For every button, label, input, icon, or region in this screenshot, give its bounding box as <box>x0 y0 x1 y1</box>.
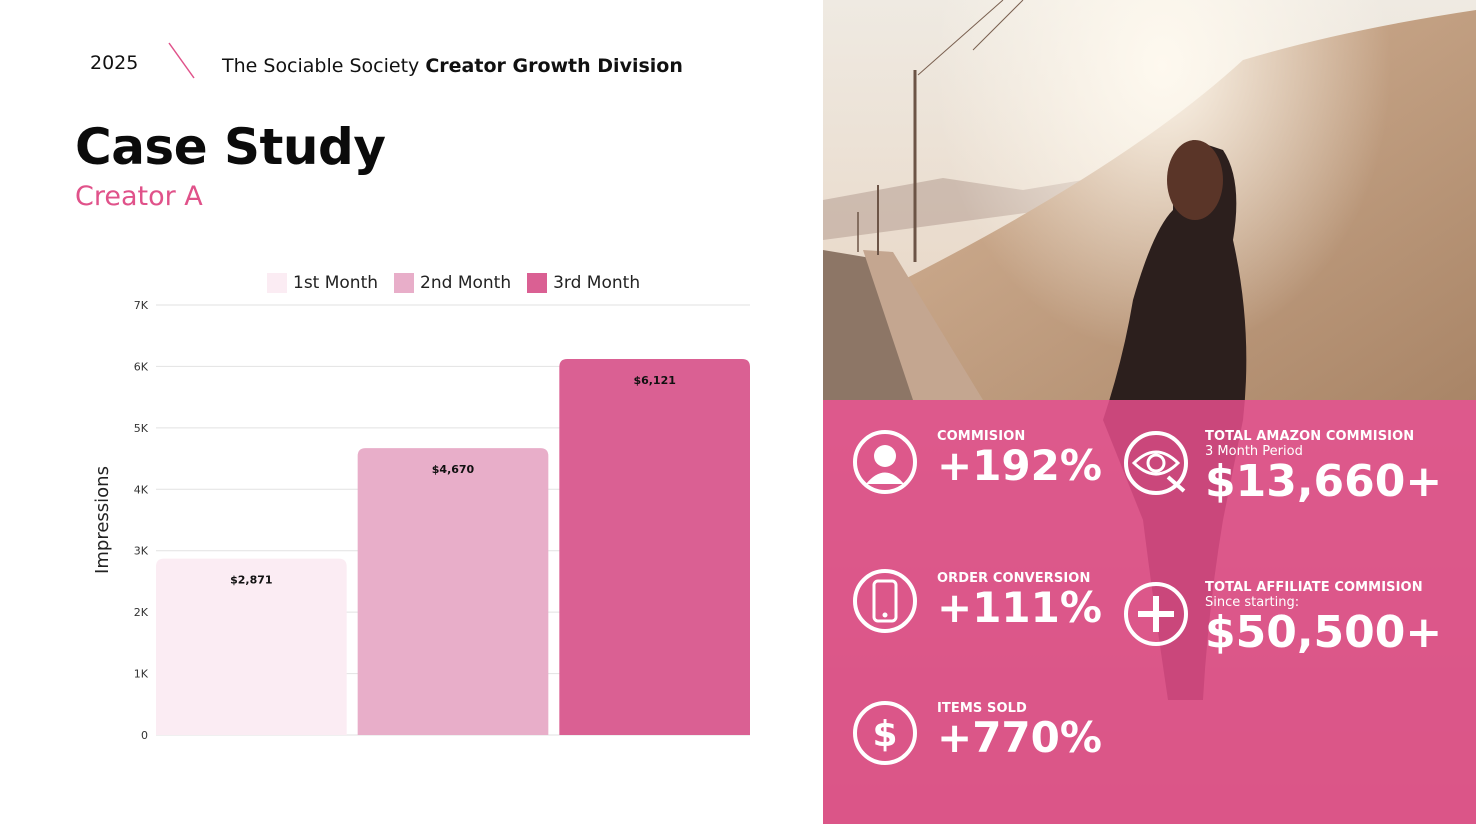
stat-total-amazon-sub: 3 Month Period <box>1205 444 1303 459</box>
bar-value-label: $2,871 <box>230 574 272 587</box>
stat-items-sold: ITEMS SOLD +770% <box>937 701 1102 760</box>
y-tick-label: 5K <box>134 422 149 435</box>
year: 2025 <box>90 52 139 74</box>
stat-order-conversion-value: +111% <box>937 583 1102 632</box>
desert-photo <box>823 0 1476 824</box>
stat-order-conversion-label: ORDER CONVERSION <box>937 571 1091 586</box>
legend-label-month3: 3rd Month <box>553 273 641 293</box>
legend-item-month2: 2nd Month <box>394 273 511 293</box>
legend-swatch-month2 <box>394 273 415 293</box>
y-tick-label: 2K <box>134 606 149 619</box>
bar <box>357 448 549 735</box>
bar <box>559 358 750 735</box>
brand-line: The Sociable Society Creator Growth Divi… <box>222 55 683 77</box>
bar-value-label: $6,121 <box>633 374 675 387</box>
plus-icon <box>1124 582 1188 646</box>
eye-icon <box>1124 431 1188 495</box>
y-tick-label: 3K <box>134 545 149 558</box>
y-tick-label: 6K <box>134 360 149 373</box>
page-subtitle: Creator A <box>75 181 203 212</box>
divider-slash <box>168 42 195 79</box>
legend-swatch-month3 <box>527 273 548 293</box>
stat-total-amazon: TOTAL AMAZON COMMISION 3 Month Period $1… <box>1205 429 1442 505</box>
y-tick-label: 1K <box>134 668 149 681</box>
stat-total-amazon-value: $13,660+ <box>1205 456 1443 507</box>
legend-swatch-month1 <box>267 273 287 293</box>
phone-icon <box>853 569 917 633</box>
stat-commission-value: +192% <box>937 441 1102 490</box>
page-title: Case Study <box>75 118 386 176</box>
legend-label-month2: 2nd Month <box>420 273 512 293</box>
stat-total-affiliate-label: TOTAL AFFILIATE COMMISION <box>1205 580 1423 595</box>
stat-order-conversion: ORDER CONVERSION +111% <box>937 571 1102 630</box>
stat-items-sold-value: +770% <box>937 713 1102 762</box>
y-tick-label: 0 <box>141 729 148 742</box>
brand-name: The Sociable Society <box>222 55 426 77</box>
dollar-icon: $ <box>853 701 917 765</box>
y-tick-label: 7K <box>134 299 149 312</box>
user-icon <box>853 430 917 494</box>
stat-commission: COMMISION +192% <box>937 429 1102 488</box>
bar-value-label: $4,670 <box>432 463 475 476</box>
stat-commission-label: COMMISION <box>937 429 1026 444</box>
stat-total-affiliate-sub: Since starting: <box>1205 595 1300 610</box>
bar <box>156 558 347 735</box>
svg-text:$: $ <box>872 714 897 755</box>
y-axis-label: Impressions <box>92 466 113 574</box>
division-name: Creator Growth Division <box>425 55 683 77</box>
stat-total-affiliate-value: $50,500+ <box>1205 607 1443 658</box>
stat-total-amazon-label: TOTAL AMAZON COMMISION <box>1205 429 1415 444</box>
chart-legend: 1st Month 2nd Month 3rd Month <box>267 273 640 293</box>
y-tick-label: 4K <box>134 483 149 496</box>
stat-total-affiliate: TOTAL AFFILIATE COMMISION Since starting… <box>1205 580 1442 656</box>
stat-items-sold-label: ITEMS SOLD <box>937 701 1027 716</box>
legend-label-month1: 1st Month <box>293 273 379 293</box>
legend-item-month3: 3rd Month <box>527 273 640 293</box>
legend-item-month1: 1st Month <box>267 273 378 293</box>
impressions-bar-chart: 0 1K 2K 3K 4K 5K 6K 7K Impressions $2,871 $4,670 $6… <box>92 299 750 742</box>
photo-panel <box>823 0 1476 824</box>
